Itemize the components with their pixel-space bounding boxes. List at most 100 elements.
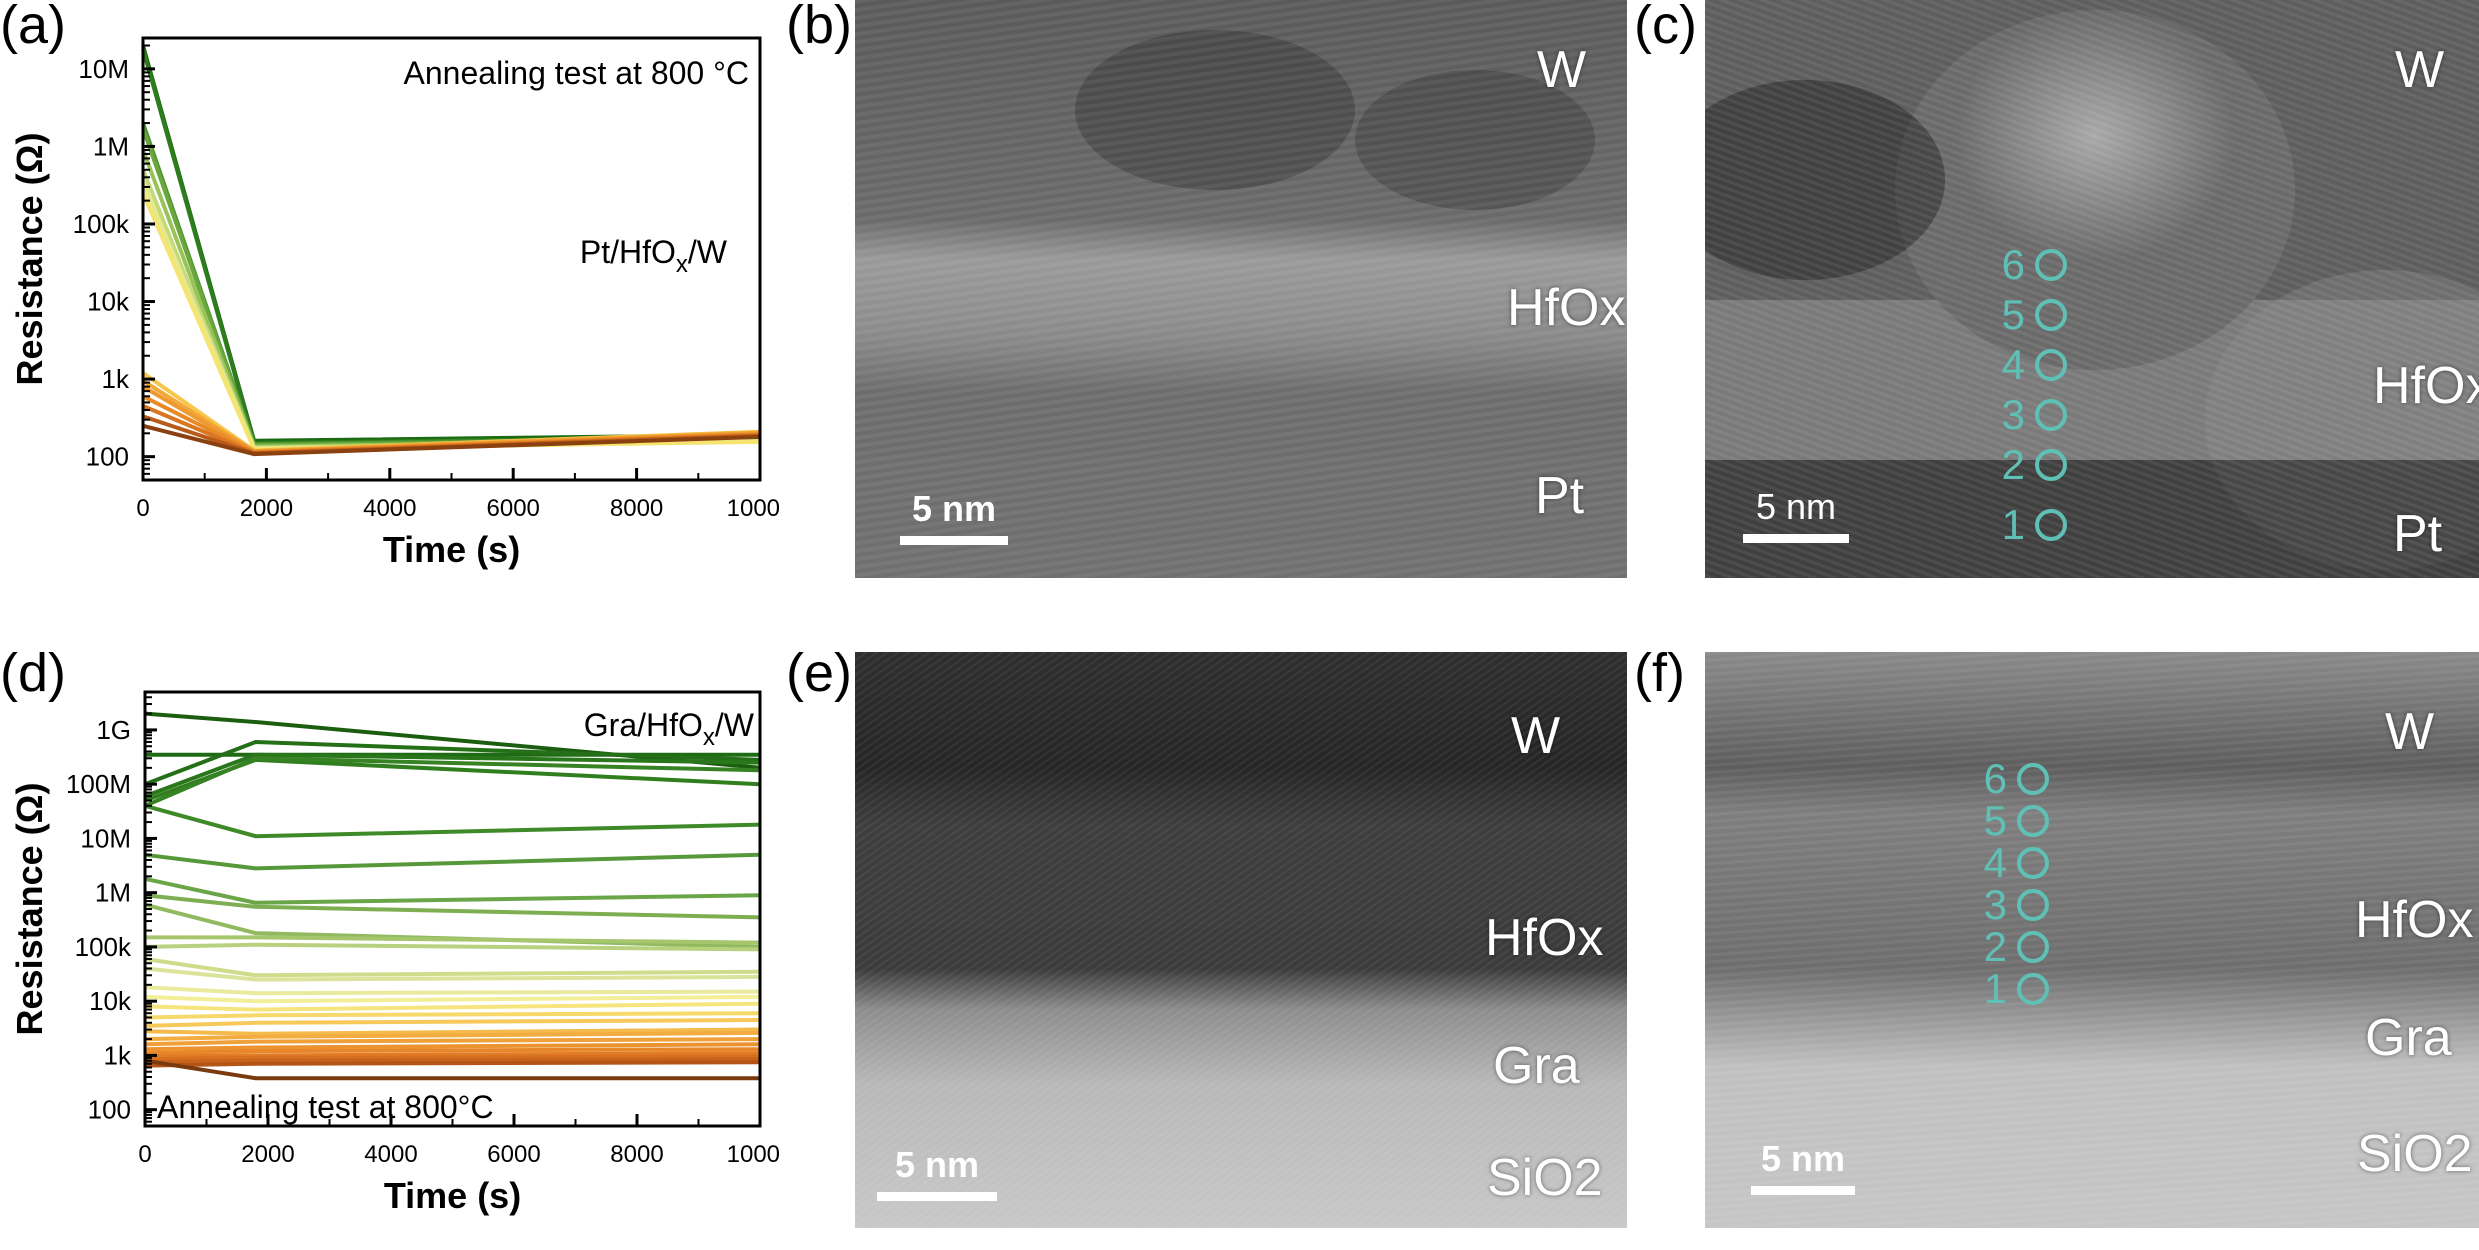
y-axis-label: Resistance (Ω)	[9, 133, 50, 386]
series-line	[142, 423, 761, 457]
y-tick-label: 100M	[66, 769, 131, 799]
tem-f-scalebar: 5 nm	[1751, 1138, 1855, 1195]
y-tick-label: 1k	[104, 1040, 132, 1070]
x-tick-label: 8000	[610, 495, 663, 522]
tem-f-label-w: W	[2385, 703, 2435, 761]
device-structure-label: Gra/HfOx/W	[584, 707, 755, 751]
tem-b-label-pt: Pt	[1535, 467, 1585, 525]
series-line	[144, 803, 761, 839]
y-tick-label: 10M	[78, 54, 129, 84]
x-tick-label: 2000	[241, 1141, 294, 1168]
panel-label-b: (b)	[786, 0, 852, 55]
tem-f-scalebar-line	[1751, 1186, 1855, 1195]
panel-label-e: (e)	[786, 643, 852, 703]
tem-f-label-gra: Gra	[2365, 1009, 2452, 1067]
tem-e-scalebar: 5 nm	[877, 1144, 997, 1201]
tem-e-label-gra: Gra	[1493, 1037, 1580, 1095]
tem-c-scalebar: 5 nm	[1743, 486, 1849, 543]
x-tick-label: 4000	[363, 495, 416, 522]
tem-c-scalebar-text: 5 nm	[1755, 486, 1837, 527]
series-line	[144, 985, 761, 996]
tem-e-label-hfox: HfOx	[1485, 909, 1604, 967]
tem-f-marker: 5	[1977, 797, 2049, 844]
series-line	[144, 1042, 761, 1052]
series-line	[144, 876, 761, 905]
x-tick-label: 0	[138, 1141, 151, 1168]
tem-b-label-hfox: HfOx	[1507, 279, 1626, 337]
tem-b-label-w: W	[1537, 41, 1587, 99]
tem-e-scalebar-text: 5 nm	[894, 1144, 980, 1185]
tem-f-markers: 6 5 4 3 2 1	[1977, 755, 2049, 1012]
x-tick-label: 4000	[364, 1141, 417, 1168]
tem-f-marker: 2	[1977, 923, 2049, 970]
panel-label-c: (c)	[1634, 0, 1697, 55]
tem-c-marker: 3	[1995, 390, 2067, 440]
tem-f-label-sio2: SiO2	[2357, 1125, 2473, 1183]
tem-image-e-texture	[855, 652, 1627, 1228]
tem-c-label-hfox: HfOx	[2373, 357, 2479, 415]
tem-e-label-w: W	[1511, 707, 1561, 765]
series-line	[144, 852, 761, 871]
y-tick-label: 1M	[93, 131, 129, 161]
y-tick-label: 1M	[95, 878, 131, 908]
series-line	[144, 1030, 761, 1042]
tem-b-scalebar: 5 nm	[900, 488, 1008, 545]
series-line	[144, 893, 761, 920]
tem-c-marker: 1	[1995, 500, 2067, 550]
series-line	[144, 1027, 761, 1036]
tem-image-e: W HfOx Gra SiO2 5 nm	[855, 652, 1627, 1228]
series-line	[144, 966, 761, 982]
x-axis-label: Time (s)	[383, 529, 520, 570]
tem-image-f-texture	[1705, 652, 2479, 1228]
tem-e-scalebar-line	[877, 1192, 997, 1201]
resistance-chart-d: 0 2000 4000 6000 8000 10000 100 1k 10k 100k 1M 10M 1…	[9, 690, 780, 1216]
x-tick-label: 2000	[240, 495, 293, 522]
series-line	[144, 1001, 761, 1012]
y-tick-label: 100	[86, 442, 129, 472]
resistance-chart-a: 0 2000 4000 6000 8000 10000 100 1k 10k 100k 1M 10M T…	[9, 36, 780, 570]
x-tick-label: 10000	[727, 1141, 780, 1168]
panel-label-d: (d)	[0, 643, 66, 703]
series-line	[144, 1058, 760, 1081]
series-line	[144, 752, 761, 799]
tem-c-scalebar-line	[1743, 534, 1849, 543]
tem-f-marker: 4	[1977, 839, 2049, 886]
y-tick-label: 1k	[102, 364, 130, 394]
tem-f-marker: 3	[1977, 881, 2049, 928]
tem-c-marker: 2	[1995, 440, 2067, 490]
series-line	[144, 739, 761, 787]
tem-c-marker: 6	[1995, 240, 2067, 290]
tem-c-markers: 6 5 4 3 2 1	[1995, 240, 2067, 550]
series-line	[144, 1018, 761, 1028]
x-tick-label: 0	[136, 495, 149, 522]
series-line	[144, 942, 761, 952]
y-tick-label: 100	[88, 1095, 131, 1125]
series-line	[144, 1051, 761, 1059]
x-axis-label: Time (s)	[384, 1175, 521, 1216]
series-line	[144, 756, 761, 808]
tem-c-label-pt: Pt	[2393, 505, 2443, 563]
tem-image-b-texture	[855, 0, 1627, 578]
tem-b-scalebar-line	[900, 536, 1008, 545]
tem-e-label-sio2: SiO2	[1487, 1149, 1603, 1207]
tem-image-f: W HfOx Gra SiO2 6 5 4 3 2 1 5 nm	[1705, 652, 2479, 1228]
tem-image-c-texture	[1705, 0, 2479, 578]
x-tick-label: 6000	[487, 495, 540, 522]
y-tick-label: 1G	[96, 715, 131, 745]
tem-f-marker: 6	[1977, 755, 2049, 802]
series-line	[145, 935, 761, 945]
y-tick-label: 100k	[75, 932, 132, 962]
series-line	[144, 1047, 761, 1056]
tem-c-label-w: W	[2395, 41, 2445, 99]
tem-image-c: W HfOx Pt 6 5 4 3 2 1 5 nm	[1705, 0, 2479, 578]
y-axis-label: Resistance (Ω)	[9, 783, 50, 1036]
tem-c-marker: 4	[1995, 340, 2067, 390]
y-tick-label: 10M	[80, 823, 131, 853]
y-tick-label: 10k	[89, 986, 132, 1016]
series-line	[144, 1037, 761, 1047]
x-tick-label: 8000	[610, 1141, 663, 1168]
tem-c-marker: 5	[1995, 290, 2067, 340]
series-line	[144, 1054, 761, 1062]
tem-f-label-hfox: HfOx	[2355, 891, 2474, 949]
series-line	[144, 1011, 761, 1020]
